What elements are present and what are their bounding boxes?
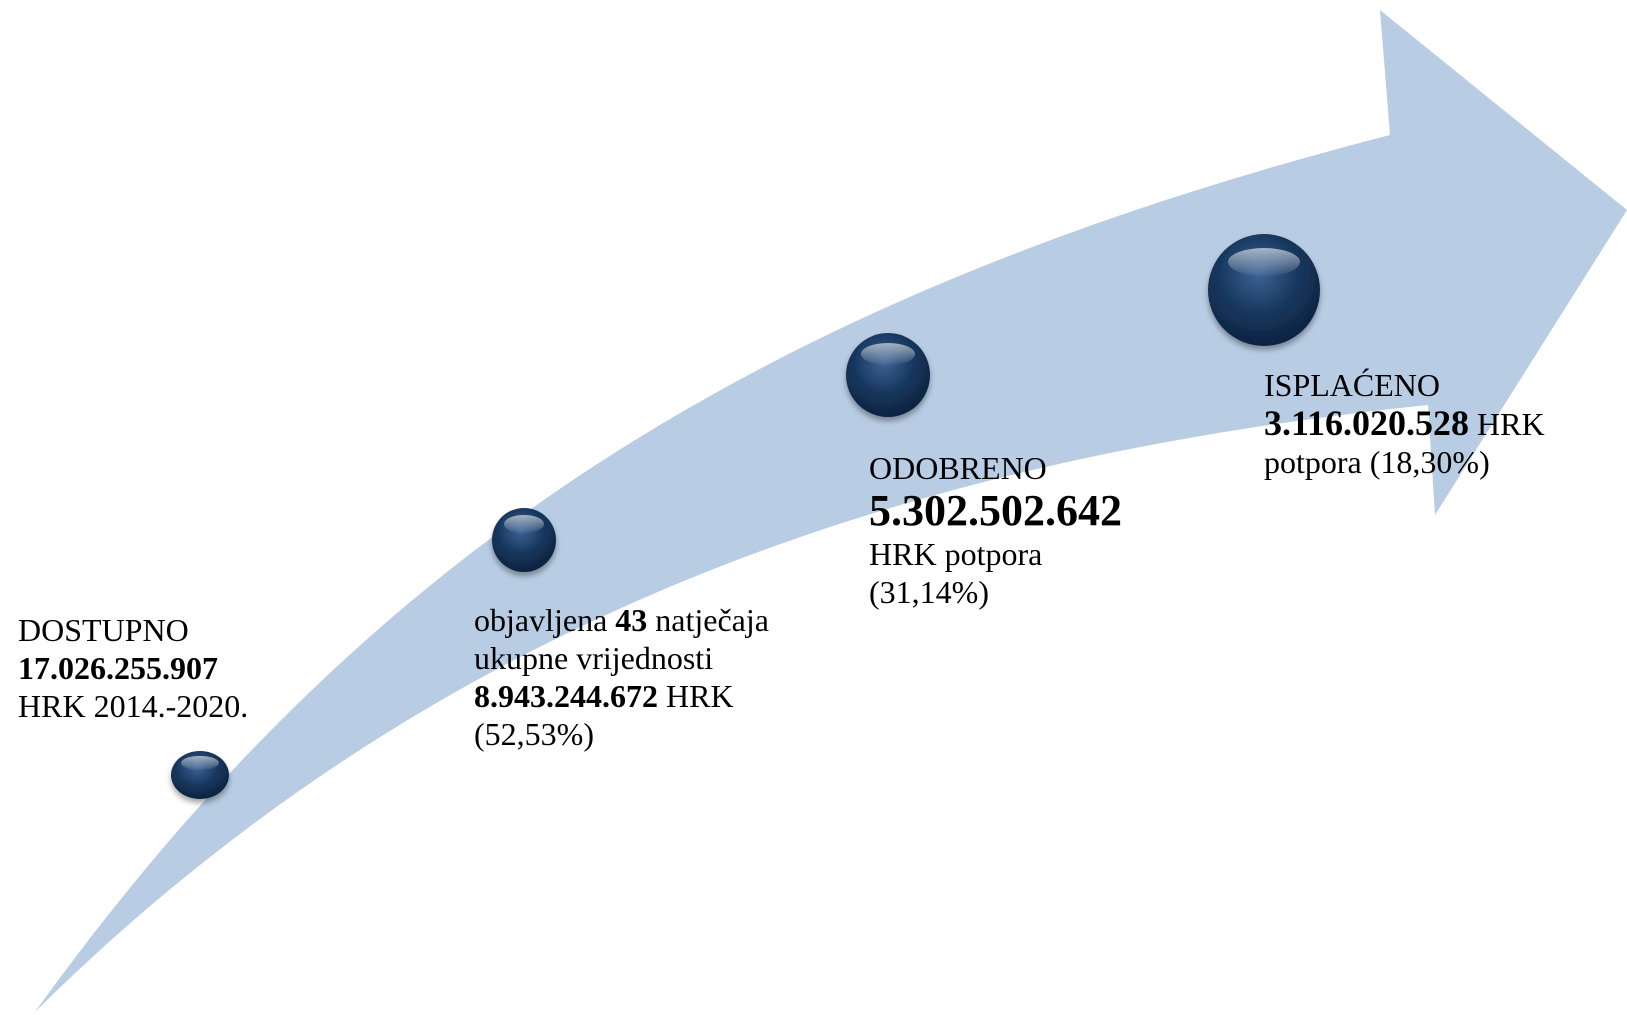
stage-paid-title: ISPLAĆENO (1264, 367, 1441, 403)
stage-published-amount: 8.943.244.672 (474, 678, 658, 714)
stage-published-count: 43 (615, 602, 648, 638)
milestone-4-dot (1208, 234, 1320, 346)
stage-paid-currency: HRK (1477, 406, 1545, 442)
stage-published-prefix: objavljena (474, 602, 608, 638)
stage-published-currency: HRK (666, 678, 734, 714)
stage-approved-label: ODOBRENO 5.302.502.642 HRK potpora (31,1… (869, 449, 1122, 611)
stage-available-title: DOSTUPNO (18, 612, 189, 648)
stage-paid-detail: potpora (18,30%) (1264, 444, 1490, 480)
curved-arrow (35, 10, 1627, 1012)
stage-published-label: objavljena 43 natječaja ukupne vrijednos… (474, 601, 769, 753)
milestone-2-dot (492, 508, 556, 572)
stage-approved-percent: (31,14%) (869, 574, 989, 610)
milestone-1-dot (171, 751, 229, 799)
stage-available-amount: 17.026.255.907 (18, 650, 218, 686)
stage-approved-detail: HRK potpora (869, 536, 1043, 572)
stage-published-percent: (52,53%) (474, 716, 594, 752)
stage-available-label: DOSTUPNO 17.026.255.907 HRK 2014.-2020. (18, 611, 248, 725)
stage-published-line2: ukupne vrijednosti (474, 640, 714, 676)
stage-published-count-suffix: natječaja (655, 602, 769, 638)
stage-approved-amount: 5.302.502.642 (869, 486, 1122, 535)
stage-approved-title: ODOBRENO (869, 450, 1047, 486)
stage-available-period: HRK 2014.-2020. (18, 688, 249, 724)
milestone-3-dot (846, 333, 930, 417)
stage-paid-label: ISPLAĆENO 3.116.020.528 HRK potpora (18,… (1264, 366, 1545, 481)
stage-paid-amount: 3.116.020.528 (1264, 403, 1470, 443)
